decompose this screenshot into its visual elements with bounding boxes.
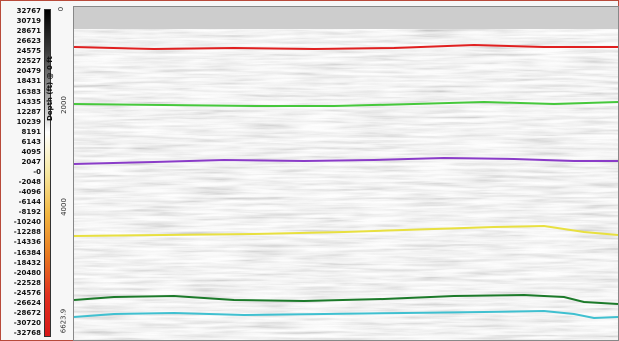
scale-label: 18431 bbox=[16, 77, 41, 86]
depth-tick-2000: 2000 bbox=[59, 96, 68, 114]
amplitude-colorbar[interactable] bbox=[44, 9, 51, 337]
scale-label: -26624 bbox=[13, 298, 41, 307]
scale-label: 6143 bbox=[21, 137, 41, 146]
scale-label: 24575 bbox=[16, 47, 41, 56]
horizon-line-3[interactable] bbox=[74, 156, 618, 165]
scale-label: 20479 bbox=[16, 67, 41, 76]
scale-label: 26623 bbox=[16, 37, 41, 46]
depth-tick-4000: 4000 bbox=[59, 198, 68, 216]
scale-label: -10240 bbox=[13, 218, 41, 227]
scale-label: -24576 bbox=[13, 288, 41, 297]
scale-label: -4096 bbox=[18, 188, 41, 197]
scale-label: -28672 bbox=[13, 308, 41, 317]
scale-label: -14336 bbox=[13, 238, 41, 247]
scale-label: 4095 bbox=[21, 147, 41, 156]
scale-label: 16383 bbox=[16, 87, 41, 96]
scale-label: -2048 bbox=[18, 178, 41, 187]
scale-label: 30719 bbox=[16, 17, 41, 26]
scale-label: 28671 bbox=[16, 27, 41, 36]
scale-label: 10239 bbox=[16, 117, 41, 126]
amplitude-scale-labels: 32767 30719 28671 26623 24575 22527 20479 18431… bbox=[3, 7, 41, 337]
scale-label: -20480 bbox=[13, 268, 41, 277]
scale-label: -0 bbox=[33, 168, 41, 176]
scale-label: -8192 bbox=[18, 208, 41, 217]
depth-tick-0: 0 bbox=[57, 6, 66, 12]
seismic-section-view[interactable] bbox=[73, 6, 619, 341]
seismic-section-canvas[interactable] bbox=[74, 7, 618, 340]
scale-label: 14335 bbox=[16, 97, 41, 106]
horizon-lines bbox=[74, 43, 618, 320]
scale-label: -32768 bbox=[13, 329, 41, 337]
horizon-line-1[interactable] bbox=[74, 43, 618, 51]
water-column bbox=[74, 7, 618, 29]
scale-label: 32767 bbox=[16, 7, 41, 15]
horizon-line-4[interactable] bbox=[74, 224, 618, 237]
seismic-traces bbox=[74, 29, 618, 340]
scale-label: 8191 bbox=[21, 127, 41, 136]
horizon-line-6[interactable] bbox=[74, 309, 618, 320]
horizon-line-2[interactable] bbox=[74, 100, 618, 107]
depth-tick-6623.9: 6623.9 bbox=[59, 308, 68, 334]
horizon-line-5[interactable] bbox=[74, 293, 618, 305]
depth-axis-title: Depth (ft) @ 0 ft bbox=[46, 56, 54, 121]
scale-label: -6144 bbox=[18, 198, 41, 207]
scale-label: 12287 bbox=[16, 107, 41, 116]
scale-label: -30720 bbox=[13, 318, 41, 327]
scale-label: -22528 bbox=[13, 278, 41, 287]
scale-label: 22527 bbox=[16, 57, 41, 66]
scale-label: -12288 bbox=[13, 228, 41, 237]
scale-label: -16384 bbox=[13, 248, 41, 257]
scale-label: 2047 bbox=[21, 157, 41, 166]
scale-label: -18432 bbox=[13, 258, 41, 267]
